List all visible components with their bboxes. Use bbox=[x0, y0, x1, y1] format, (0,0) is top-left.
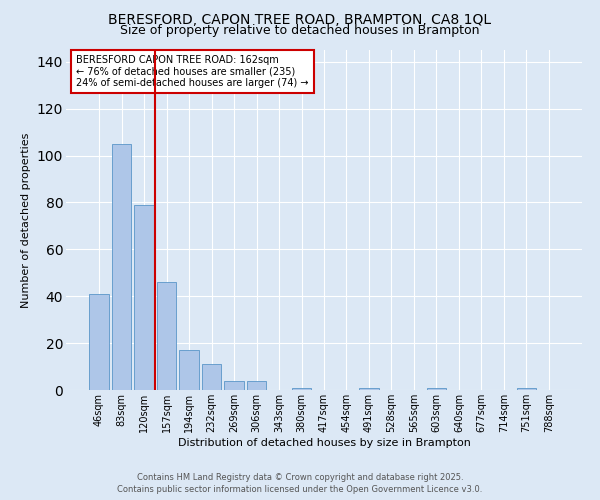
Bar bbox=[179, 350, 199, 390]
Bar bbox=[89, 294, 109, 390]
Text: BERESFORD, CAPON TREE ROAD, BRAMPTON, CA8 1QL: BERESFORD, CAPON TREE ROAD, BRAMPTON, CA… bbox=[109, 12, 491, 26]
Bar bbox=[427, 388, 446, 390]
Bar bbox=[112, 144, 131, 390]
Bar bbox=[157, 282, 176, 390]
Bar bbox=[517, 388, 536, 390]
Bar bbox=[359, 388, 379, 390]
Bar bbox=[292, 388, 311, 390]
Bar bbox=[134, 205, 154, 390]
Text: BERESFORD CAPON TREE ROAD: 162sqm
← 76% of detached houses are smaller (235)
24%: BERESFORD CAPON TREE ROAD: 162sqm ← 76% … bbox=[76, 55, 309, 88]
Bar bbox=[202, 364, 221, 390]
Text: Size of property relative to detached houses in Brampton: Size of property relative to detached ho… bbox=[120, 24, 480, 37]
X-axis label: Distribution of detached houses by size in Brampton: Distribution of detached houses by size … bbox=[178, 438, 470, 448]
Bar bbox=[247, 380, 266, 390]
Text: Contains HM Land Registry data © Crown copyright and database right 2025.
Contai: Contains HM Land Registry data © Crown c… bbox=[118, 472, 482, 494]
Y-axis label: Number of detached properties: Number of detached properties bbox=[21, 132, 31, 308]
Bar bbox=[224, 380, 244, 390]
